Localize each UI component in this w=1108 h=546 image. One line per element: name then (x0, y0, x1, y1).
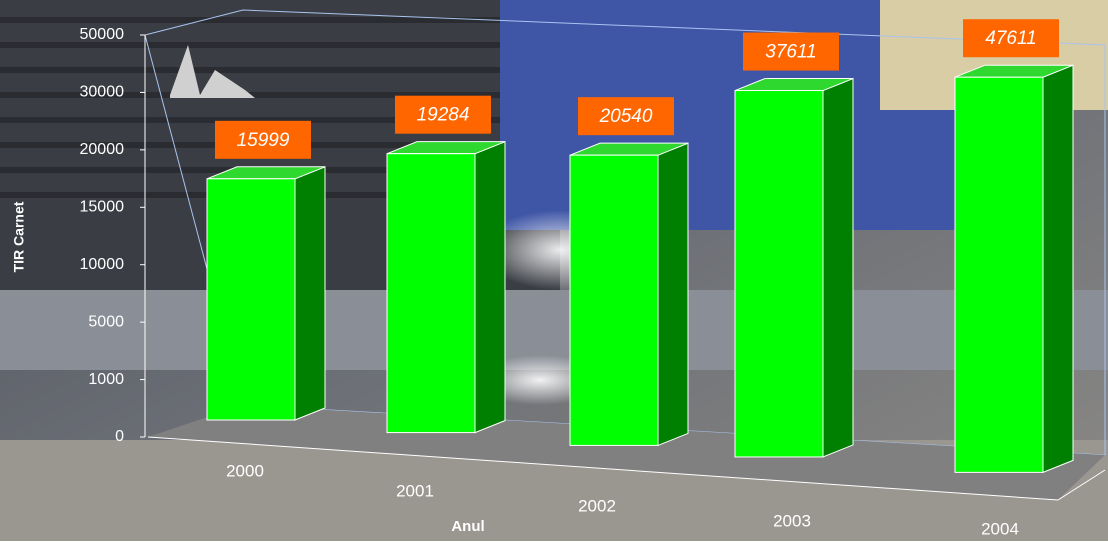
page: {"chart_data": {"type": "bar3d", "x_labe… (0, 0, 1108, 541)
bar-side (295, 167, 325, 420)
x-tick-label: 2003 (773, 511, 811, 530)
bar (387, 154, 475, 433)
y-tick-label: 1000 (88, 371, 124, 388)
x-tick-label: 2002 (578, 496, 616, 515)
value-label: 47611 (985, 28, 1036, 49)
bar-side (475, 142, 505, 433)
y-axis-title: TIR Carnet (11, 201, 27, 272)
value-label: 19284 (417, 105, 470, 126)
bar (955, 77, 1043, 472)
y-tick-label: 30000 (80, 84, 125, 101)
bar-side (658, 143, 688, 445)
value-label: 15999 (237, 130, 290, 151)
y-tick-label: 50000 (80, 26, 125, 43)
x-tick-label: 2004 (981, 519, 1019, 538)
value-label: 37611 (765, 42, 816, 63)
bar-side (1043, 65, 1073, 472)
y-tick-label: 0 (115, 428, 124, 445)
x-axis-title: Anul (451, 518, 484, 535)
chart: Anul TIR Carnet 0 1000 5000 10000 15000 20000… (0, 0, 1108, 541)
y-tick-label: 5000 (88, 313, 124, 330)
y-tick-label: 20000 (80, 141, 125, 158)
x-tick-label: 2000 (226, 461, 264, 480)
bar (207, 179, 295, 420)
bar-side (823, 79, 853, 457)
y-tick-label: 10000 (80, 256, 125, 273)
x-tick-label: 2001 (396, 481, 434, 500)
bar (735, 91, 823, 457)
y-tick-label: 15000 (80, 199, 125, 216)
value-label: 20540 (599, 106, 653, 127)
bar (570, 155, 658, 445)
